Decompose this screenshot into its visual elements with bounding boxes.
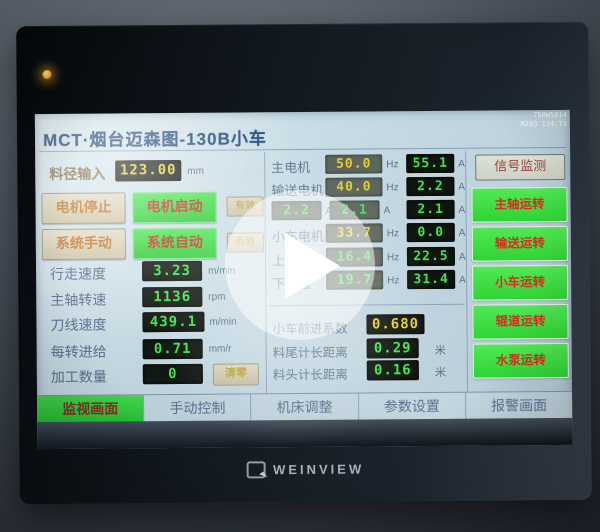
spindle-rpm-value: 1136: [142, 286, 203, 308]
head-length-value: 0.16: [366, 360, 419, 381]
tail-length-unit: 米: [434, 344, 446, 357]
feed-per-rev-unit: mm/r: [208, 343, 232, 355]
tail-length-value: 0.29: [366, 338, 419, 359]
lower-roller-amp: 31.4: [407, 269, 456, 290]
system-auto-button[interactable]: 系统自动: [132, 227, 217, 260]
signal-button-spindle[interactable]: 主轴运转: [471, 186, 568, 223]
brand-logo: WEINVIEW: [20, 459, 592, 480]
workpiece-count-label: 加工数量: [50, 368, 107, 385]
phase-current-2-unit: A: [383, 205, 391, 217]
tab-manual-control[interactable]: 手动控制: [143, 394, 251, 423]
upper-roller-hz-unit: Hz: [386, 252, 400, 264]
tab-machine-adjust[interactable]: 机床调整: [250, 393, 358, 422]
tab-parameter-settings[interactable]: 参数设置: [357, 392, 466, 421]
upper-roller-amp-unit: A: [458, 251, 466, 263]
tab-alarm-screen[interactable]: 报警画面: [464, 391, 573, 420]
head-length-unit: 米: [434, 366, 446, 379]
signal-button-pump[interactable]: 水泵运转: [472, 342, 569, 379]
signal-button-conveyor[interactable]: 输送运转: [471, 225, 568, 262]
screen-bottom-edge: [37, 417, 573, 450]
feed-per-rev-label: 每转进给: [50, 343, 107, 360]
power-led-indicator: [42, 69, 52, 80]
lower-roller-amp-unit: A: [459, 274, 466, 286]
system-manual-button[interactable]: 系统手动: [41, 228, 126, 261]
conveyor-motor-amp-unit: A: [458, 181, 466, 193]
phase-current-3: 2.1: [406, 199, 455, 220]
main-motor-label: 主电机: [271, 159, 311, 176]
material-diameter-input[interactable]: 123.00: [115, 159, 182, 182]
signal-button-carriage[interactable]: 小车运转: [472, 264, 569, 301]
tab-monitor-screen[interactable]: 监视画面: [37, 395, 144, 424]
weinview-logo-icon: [246, 461, 267, 479]
travel-speed-label: 行走速度: [50, 265, 107, 282]
lower-roller-hz-unit: Hz: [387, 275, 400, 287]
travel-speed-value: 3.23: [141, 260, 203, 282]
material-diameter-unit: mm: [187, 165, 204, 177]
blade-speed-label: 刀线速度: [50, 316, 107, 333]
page-title: MCT·烟台迈森图-130B小车: [42, 129, 267, 151]
head-length-label: 料头计长距离: [272, 367, 348, 383]
main-motor-hz-unit: Hz: [386, 159, 399, 171]
signal-monitor-button[interactable]: 信号监测: [475, 153, 566, 181]
motor-stop-button[interactable]: 电机停止: [41, 192, 126, 225]
column-divider-right: [465, 150, 469, 392]
main-motor-amp: 55.1: [406, 153, 455, 174]
material-diameter-label: 料径输入: [49, 165, 106, 182]
tail-length-label: 料尾计长距离: [272, 345, 348, 361]
motor-start-button[interactable]: 电机启动: [132, 191, 217, 224]
phase-current-3-unit: A: [458, 204, 466, 216]
feed-per-rev-value: 0.71: [142, 338, 203, 360]
count-clear-button[interactable]: 清零: [212, 363, 259, 386]
advance-coef-value[interactable]: 0.680: [366, 314, 425, 335]
carriage-motor-amp-unit: A: [458, 227, 466, 239]
carriage-motor-amp: 0.0: [406, 222, 455, 243]
blade-speed-unit: m/min: [209, 316, 237, 328]
play-triangle-icon[interactable]: [285, 233, 340, 299]
main-motor-hz: 50.0: [325, 154, 383, 174]
signal-button-roller[interactable]: 辊道运转: [472, 303, 569, 340]
main-motor-amp-unit: A: [458, 158, 465, 170]
blade-speed-value: 439.1: [142, 311, 205, 333]
workpiece-count-value: 0: [142, 363, 203, 385]
weinview-logo-text: WEINVIEW: [272, 461, 365, 478]
conveyor-motor-hz: 40.0: [325, 177, 383, 197]
upper-roller-amp: 22.5: [406, 246, 456, 267]
spindle-rpm-unit: rpm: [208, 291, 226, 303]
screen-corner-note: 750W5014 M203 134.73: [520, 110, 567, 129]
conveyor-motor-amp: 2.2: [406, 176, 455, 197]
carriage-motor-hz-unit: Hz: [386, 228, 400, 240]
conveyor-motor-hz-unit: Hz: [386, 182, 399, 194]
spindle-rpm-label: 主轴转速: [50, 291, 107, 308]
